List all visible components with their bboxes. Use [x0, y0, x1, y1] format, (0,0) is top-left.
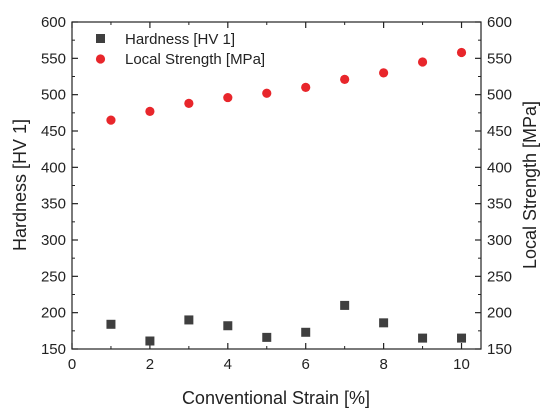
hardness-point	[145, 336, 155, 346]
legend-label-local-strength: Local Strength [MPa]	[125, 51, 265, 68]
y-left-tick-label: 200	[41, 305, 66, 322]
y-right-tick-label: 150	[487, 341, 512, 358]
y-left-tick-label: 300	[41, 232, 66, 249]
series-layer	[106, 47, 467, 346]
series-0	[106, 300, 467, 346]
right-y-axis-title: Local Strength [MPa]	[520, 101, 540, 269]
y-right-tick-label: 250	[487, 268, 512, 285]
hardness-point	[184, 315, 194, 325]
x-axis-title: Conventional Strain [%]	[182, 388, 370, 408]
y-left-tick-label: 450	[41, 123, 66, 140]
hardness-point	[301, 327, 311, 337]
x-tick-label: 4	[224, 356, 232, 373]
y-left-tick-label: 350	[41, 196, 66, 213]
hardness-point	[457, 333, 467, 343]
plot-area-border	[71, 21, 482, 350]
y-right-tick-label: 200	[487, 305, 512, 322]
y-left-tick-label: 400	[41, 159, 66, 176]
legend: Hardness [HV 1] Local Strength [MPa]	[95, 31, 265, 68]
y-right-tick-label: 450	[487, 123, 512, 140]
y-left-tick-label: 600	[41, 14, 66, 31]
x-tick-label: 10	[453, 356, 470, 373]
x-tick-label: 8	[379, 356, 387, 373]
local-strength-point	[184, 98, 194, 108]
x-tick-label: 0	[68, 356, 76, 373]
left-y-axis-title: Hardness [HV 1]	[10, 119, 30, 251]
legend-marker-hardness	[96, 34, 105, 43]
local-strength-point	[262, 88, 272, 98]
y-left-tick-label: 500	[41, 87, 66, 104]
hardness-point	[418, 333, 428, 343]
legend-label-hardness: Hardness [HV 1]	[125, 31, 235, 48]
series-1	[106, 47, 467, 125]
local-strength-point	[106, 115, 116, 125]
local-strength-point	[223, 92, 233, 103]
x-tick-label: 6	[302, 356, 310, 373]
y-left-tick-label: 250	[41, 268, 66, 285]
hardness-point	[223, 321, 233, 331]
y-right-tick-label: 400	[487, 159, 512, 176]
legend-marker-local-strength	[95, 54, 106, 64]
local-strength-point	[145, 106, 155, 116]
plot-frame	[71, 21, 482, 350]
left-y-axis-ticks: 150 200 250 300 350 400 450 500 550 600	[41, 14, 78, 358]
right-y-axis-ticks: 150 200 250 300 350 400 450 500 550 600	[475, 14, 512, 358]
hardness-point	[262, 332, 272, 342]
local-strength-point	[301, 82, 311, 92]
y-left-tick-label: 550	[41, 50, 66, 67]
x-axis-ticks: 0 2 4 6 8 10	[68, 22, 470, 373]
y-left-tick-label: 150	[41, 341, 66, 358]
local-strength-point	[379, 68, 389, 78]
local-strength-point	[456, 47, 467, 58]
y-right-tick-label: 300	[487, 232, 512, 249]
x-tick-label: 2	[146, 356, 154, 373]
local-strength-point	[340, 74, 350, 85]
local-strength-point	[417, 57, 428, 67]
hardness-point	[340, 300, 350, 310]
y-right-tick-label: 500	[487, 87, 512, 104]
hardness-point	[106, 319, 116, 329]
hardness-point	[379, 318, 389, 328]
y-right-tick-label: 600	[487, 14, 512, 31]
y-right-tick-label: 350	[487, 196, 512, 213]
y-right-tick-label: 550	[487, 50, 512, 67]
